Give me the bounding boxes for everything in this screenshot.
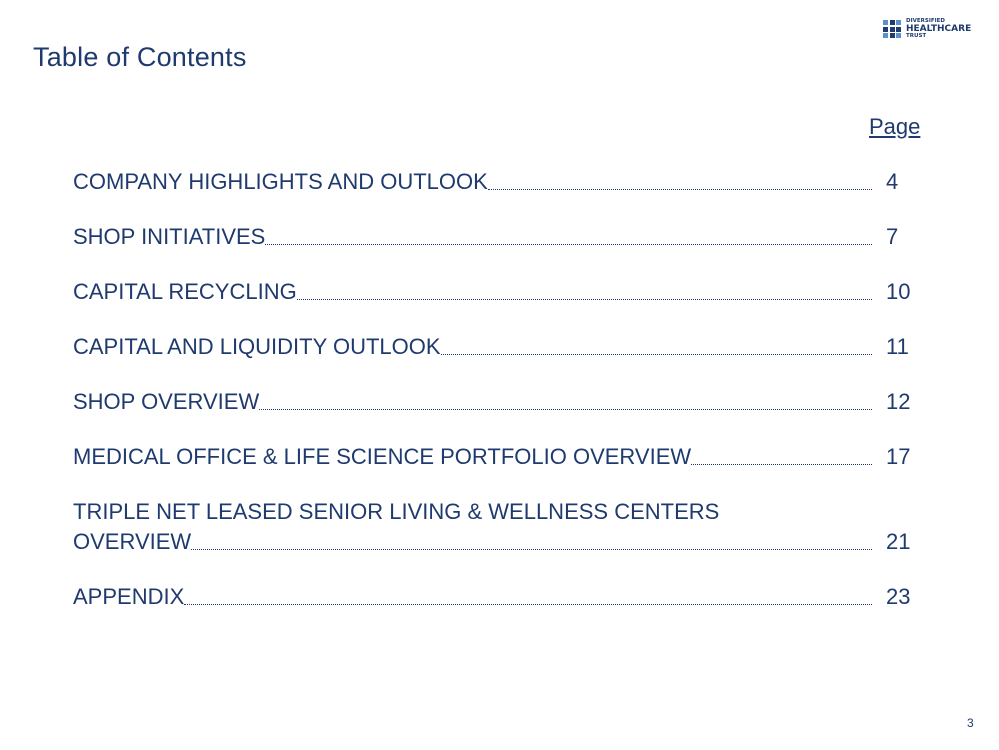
dot-leader xyxy=(440,353,872,355)
page-title: Table of Contents xyxy=(33,42,247,72)
logo-grid-icon xyxy=(883,20,901,38)
dot-leader xyxy=(191,548,873,550)
company-logo: DIVERSIFIED HEALTHCARE TRUST xyxy=(883,18,971,39)
toc-entry[interactable]: CAPITAL RECYCLING 10 xyxy=(73,279,911,304)
toc-entry[interactable]: MEDICAL OFFICE & LIFE SCIENCE PORTFOLIO … xyxy=(73,444,911,469)
toc-entry[interactable]: SHOP INITIATIVES 7 xyxy=(73,224,899,249)
dot-leader xyxy=(691,463,873,465)
toc-entry[interactable]: APPENDIX 23 xyxy=(73,584,911,609)
dot-leader xyxy=(296,298,872,300)
dot-leader xyxy=(265,243,873,245)
toc-entry[interactable]: COMPANY HIGHLIGHTS AND OUTLOOK 4 xyxy=(73,169,899,194)
dot-leader xyxy=(259,408,873,410)
toc-entry[interactable]: OVERVIEW 21 xyxy=(73,529,911,554)
toc-entry-line1[interactable]: TRIPLE NET LEASED SENIOR LIVING & WELLNE… xyxy=(73,499,720,524)
toc-entry[interactable]: SHOP OVERVIEW 12 xyxy=(73,389,911,414)
page-column-header: Page xyxy=(869,114,921,139)
slide-number: 3 xyxy=(967,716,974,730)
toc-entry[interactable]: CAPITAL AND LIQUIDITY OUTLOOK 11 xyxy=(73,334,909,359)
dot-leader xyxy=(184,603,873,605)
dot-leader xyxy=(487,188,872,190)
